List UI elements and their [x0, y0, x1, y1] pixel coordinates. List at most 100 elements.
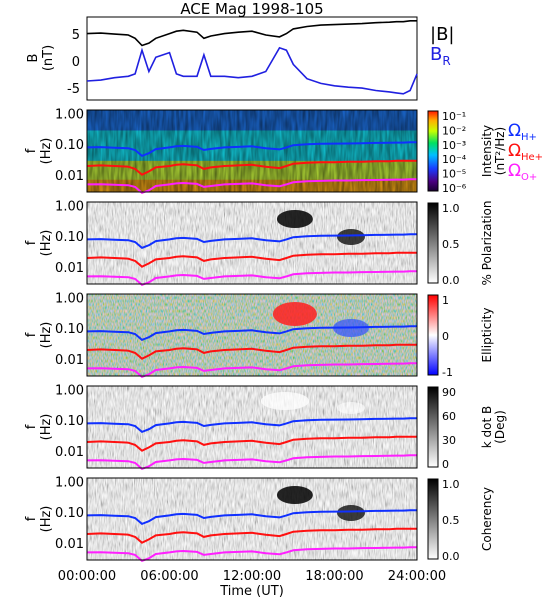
freq-tick: 0.10	[55, 506, 84, 521]
panel-texture	[87, 202, 417, 284]
legend-h-plus: ΩH+	[508, 121, 537, 143]
series-br-line	[86, 46, 418, 95]
colorbar	[427, 294, 439, 376]
legend-he-symbol: Ω	[508, 141, 521, 161]
time-tick: 18:00:00	[305, 569, 363, 584]
freq-tick: 0.01	[55, 261, 84, 276]
panel-frame	[86, 109, 418, 193]
freq-yunit: (Hz)	[39, 322, 54, 349]
freq-ylabel: f	[24, 516, 39, 521]
legend-o-plus: ΩO+	[508, 161, 537, 183]
time-tick: 00:00:00	[58, 569, 116, 584]
colorbar-tick: 0	[442, 330, 449, 343]
panel-texture	[87, 386, 417, 468]
gyro-he-line	[86, 343, 417, 360]
freq-ylabel: f	[24, 424, 39, 429]
panel-ellipticity: f (Hz) 1.00 0.10 0.01 1 0 -1 Ellipticity	[24, 291, 494, 379]
time-tick: 12:00:00	[223, 569, 281, 584]
freq-tick: 0.01	[55, 537, 84, 552]
legend-he-sub: He+	[521, 152, 543, 163]
legend-br-main: B	[430, 44, 442, 65]
freq-tick: 1.00	[55, 199, 84, 214]
colorbar-tick: 10⁻³	[442, 139, 466, 152]
colorbar-tick: 1	[442, 294, 449, 307]
time-axis-ticks: 00:00:00 06:00:00 12:00:00 18:00:00 24:00:00	[58, 569, 446, 584]
colorbar-tick: 10⁻¹	[442, 110, 466, 123]
colorbar-label: % Polarization	[480, 201, 494, 286]
gyro-h-line	[86, 417, 417, 434]
colorbar-label: Coherency	[480, 487, 494, 551]
time-tick: 24:00:00	[388, 569, 446, 584]
freq-ylabel: f	[24, 240, 39, 245]
colorbar-tick: 0.5	[442, 238, 460, 251]
dark-patch	[337, 505, 365, 521]
colorbar-tick: 90	[442, 386, 456, 399]
dark-patch	[276, 210, 313, 228]
colorbar-tick: 30	[442, 434, 456, 447]
colorbar-tick: 0	[442, 458, 449, 471]
freq-yunit: (Hz)	[39, 414, 54, 441]
legend-o-symbol: Ω	[508, 161, 521, 181]
gyro-legend: ΩH+ ΩHe+ ΩO+	[508, 121, 543, 183]
colorbar-label: k dot B	[480, 406, 494, 448]
ellipticity-patch	[272, 302, 317, 326]
colorbar-tick: 1.0	[442, 478, 460, 491]
panel-intensity: f (Hz) 1.00 0.10 0.01 10⁻¹10⁻² 10⁻³10⁻⁴ 10⁻⁵10⁻…	[24, 107, 507, 195]
b-yunit: (nT)	[41, 45, 56, 71]
b-ytick-5: 5	[72, 28, 80, 43]
figure-title: ACE Mag 1998-105	[180, 0, 323, 18]
colorbar-tick: 1.0	[442, 202, 460, 215]
gyro-h-line	[86, 141, 417, 158]
colorbar-tick: 10⁻²	[442, 124, 466, 137]
freq-tick: 0.01	[55, 169, 84, 184]
series-bmag-line	[86, 20, 417, 47]
gyro-h-line	[86, 233, 417, 250]
freq-ylabel: f	[24, 148, 39, 153]
colorbar-tick: 0.0	[442, 274, 460, 287]
gyro-h-line	[86, 325, 417, 342]
colorbar	[427, 110, 439, 192]
colorbar-tick: 0.0	[442, 550, 460, 563]
panel-polarization: f (Hz) 1.00 0.10 0.01 1.0 0.5 0.0 % Polarization	[24, 199, 494, 287]
panel-frame	[86, 385, 418, 469]
panel-kdotb: f (Hz) 1.00 0.10 0.01 90 60 30 0 k dot B (Deg)	[24, 383, 507, 471]
spectrogram-panels: f (Hz)1.000.100.0110⁻¹10⁻²10⁻³10⁻⁴10⁻⁵10⁻…	[24, 107, 507, 563]
time-tick: 06:00:00	[140, 569, 198, 584]
freq-tick: 1.00	[55, 107, 84, 122]
colorbar-label: Intensity	[480, 125, 494, 177]
freq-tick: 1.00	[55, 475, 84, 490]
panel-coherency: f (Hz) 1.00 0.10 0.01 1.0 0.5 0.0 Coherency	[24, 475, 494, 563]
gyro-he-line	[86, 435, 417, 452]
freq-tick: 0.10	[55, 138, 84, 153]
gyro-he-line	[86, 159, 417, 176]
legend-br: BR	[430, 44, 451, 68]
colorbar-label: Ellipticity	[480, 308, 494, 363]
b-ylabel: B	[26, 54, 41, 63]
freq-tick: 0.10	[55, 230, 84, 245]
gyro-he-line	[86, 527, 417, 544]
b-ytick-0: 0	[72, 55, 80, 70]
dark-patch	[337, 229, 365, 245]
b-panel-frame	[86, 16, 418, 101]
freq-ylabel: f	[24, 332, 39, 337]
colorbar-tick: 10⁻⁴	[442, 153, 467, 166]
legend-h-symbol: Ω	[508, 121, 521, 141]
panel-texture	[87, 478, 417, 560]
dark-patch	[276, 486, 313, 504]
colorbar-unit: (Deg)	[493, 410, 507, 444]
panel-texture	[87, 110, 417, 192]
freq-tick: 0.01	[55, 445, 84, 460]
colorbar-tick: 0.5	[442, 514, 460, 527]
colorbar-tick: -1	[442, 366, 453, 379]
freq-tick: 1.00	[55, 291, 84, 306]
legend-h-sub: H+	[521, 132, 537, 143]
freq-yunit: (Hz)	[39, 230, 54, 257]
freq-tick: 1.00	[55, 383, 84, 398]
panel-frame	[86, 201, 418, 285]
colorbar-tick: 10⁻⁵	[442, 168, 466, 181]
gyro-he-line	[86, 251, 417, 268]
legend-bmag: |B|	[430, 24, 454, 45]
b-yticks: 5 0 -5	[67, 28, 80, 97]
panel-frame	[86, 293, 418, 377]
